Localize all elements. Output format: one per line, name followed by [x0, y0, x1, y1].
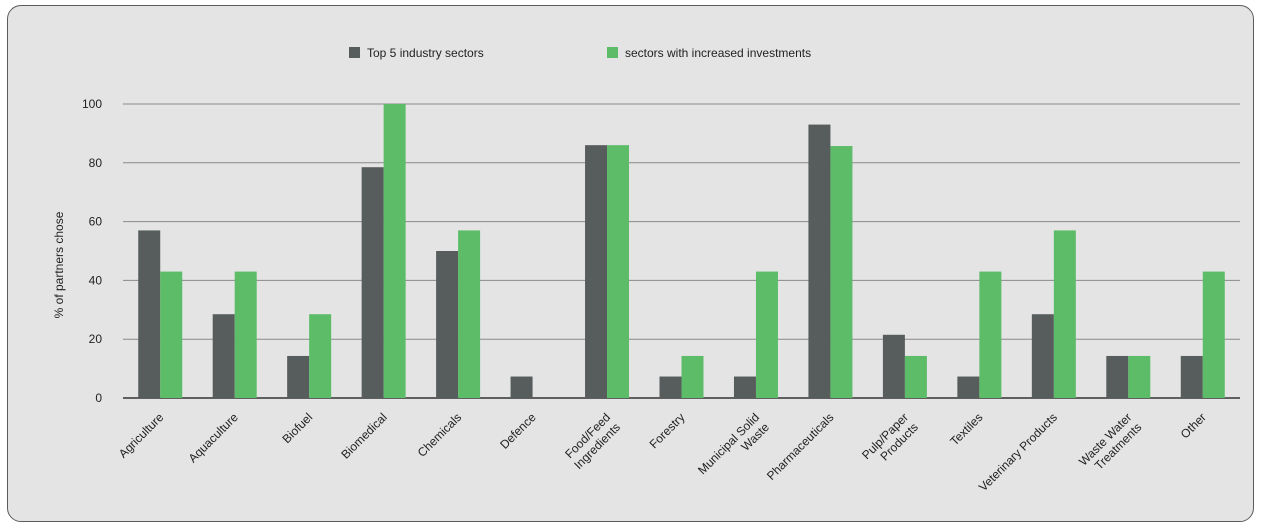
- bar-top5-2: [287, 355, 310, 398]
- bar-increased-6: [607, 145, 630, 398]
- x-tick-label: Agriculture: [116, 410, 167, 461]
- x-tick-label: Waste WaterTreatments: [1076, 410, 1144, 478]
- bar-top5-5: [510, 376, 533, 398]
- bar-top5-7: [659, 376, 682, 398]
- bar-top5-0: [138, 230, 161, 398]
- bar-increased-9: [830, 146, 853, 398]
- bar-top5-11: [957, 376, 980, 398]
- bar-top5-14: [1180, 355, 1203, 398]
- bar-top5-1: [212, 314, 235, 398]
- bar-top5-8: [733, 376, 756, 398]
- x-tick-labels: Agriculture Aquaculture Biofuel Biomedical C…: [116, 410, 1209, 494]
- bar-increased-2: [309, 314, 332, 398]
- bar-increased-8: [755, 271, 778, 398]
- x-tick-label: Aquaculture: [186, 410, 241, 465]
- bar-increased-0: [160, 271, 183, 398]
- x-tick-label: Defence: [497, 410, 539, 452]
- bar-top5-4: [436, 251, 459, 398]
- legend-label: sectors with increased investments: [625, 46, 811, 60]
- y-tick-label: 80: [89, 156, 103, 170]
- x-tick-label: Veterinary Products: [976, 410, 1060, 494]
- bars: [138, 104, 1225, 398]
- legend-swatch: [607, 47, 618, 58]
- x-tick-label: Forestry: [647, 410, 688, 451]
- y-axis-label: % of partners chose: [52, 211, 66, 318]
- legend: Top 5 industry sectors sectors with incre…: [349, 46, 811, 60]
- bar-increased-3: [383, 104, 406, 398]
- x-tick-label: Biomedical: [338, 410, 389, 461]
- legend-swatch: [349, 47, 360, 58]
- y-tick-label: 0: [95, 391, 102, 405]
- chart-panel: [7, 5, 1254, 522]
- y-tick-label: 100: [82, 97, 102, 111]
- x-tick-label: Municipal SolidWaste: [695, 410, 772, 487]
- bar-increased-1: [234, 271, 257, 398]
- legend-label: Top 5 industry sectors: [367, 46, 484, 60]
- bar-increased-11: [979, 271, 1002, 398]
- y-tick-label: 20: [89, 332, 103, 346]
- bar-increased-10: [904, 355, 927, 398]
- x-tick-label: Food/FeedIngredients: [561, 410, 623, 472]
- bar-top5-12: [1031, 314, 1054, 398]
- bar-top5-13: [1106, 355, 1129, 398]
- y-tick-labels: 0 20 40 60 80 100: [82, 97, 102, 405]
- x-tick-label: Pharmaceuticals: [764, 410, 837, 483]
- y-tick-label: 60: [89, 215, 103, 229]
- bar-top5-6: [585, 145, 608, 398]
- x-tick-label: Other: [1178, 410, 1209, 441]
- bar-increased-14: [1202, 271, 1225, 398]
- bar-top5-3: [361, 167, 384, 398]
- bar-increased-7: [681, 355, 704, 398]
- bar-top5-9: [808, 124, 831, 398]
- x-tick-label: Textiles: [947, 410, 985, 448]
- x-tick-label: Pulp/PaperProducts: [859, 410, 921, 472]
- bar-increased-4: [458, 230, 481, 398]
- x-tick-label: Chemicals: [415, 410, 465, 460]
- bar-increased-13: [1128, 355, 1151, 398]
- y-tick-label: 40: [89, 273, 103, 287]
- x-tick-label: Biofuel: [279, 410, 315, 446]
- bar-top5-10: [882, 334, 905, 398]
- bar-increased-12: [1053, 230, 1076, 398]
